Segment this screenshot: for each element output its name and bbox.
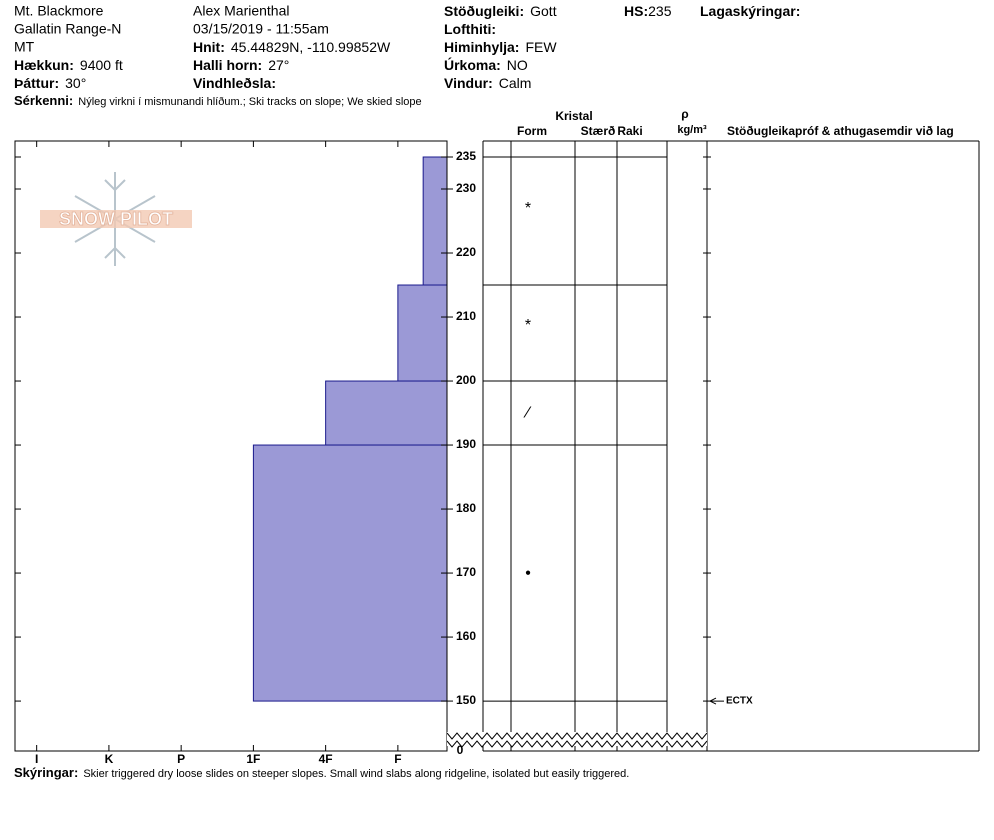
field-label: Lagaskýringar: bbox=[700, 3, 800, 19]
state: MT bbox=[14, 39, 35, 55]
header-field: Hækkun: 9400 ft bbox=[14, 57, 123, 73]
field-label: Halli horn: bbox=[193, 57, 262, 73]
features-label: Sérkenni: bbox=[14, 93, 73, 108]
hardness-bar bbox=[325, 380, 448, 446]
field-value: 45.44829N, -110.99852W bbox=[231, 39, 391, 55]
x-tick-label: I bbox=[35, 752, 38, 766]
x-tick-label: P bbox=[177, 752, 185, 766]
y-tick-label: 190 bbox=[456, 437, 476, 451]
header-field: Þáttur: 30° bbox=[14, 75, 86, 91]
field-label: Vindhleðsla: bbox=[193, 75, 276, 91]
field-value: FEW bbox=[525, 39, 557, 55]
footer-value: Skier triggered dry loose slides on stee… bbox=[83, 768, 629, 780]
field-value: 27° bbox=[268, 57, 289, 73]
col-crystal: Kristal bbox=[555, 109, 592, 123]
logo-band bbox=[40, 210, 192, 228]
features-value: Nýleg virkni í mismunandi hlíðum.; Ski t… bbox=[78, 96, 421, 108]
axis-break-band bbox=[447, 732, 707, 746]
field-label: Hnit: bbox=[193, 39, 225, 55]
grain-form: * bbox=[525, 200, 531, 217]
field-value: Gott bbox=[530, 3, 557, 19]
y-tick-label: 230 bbox=[456, 181, 476, 195]
field-label: Vindur: bbox=[444, 75, 493, 91]
hardness-bar bbox=[252, 444, 448, 702]
field-value: Calm bbox=[499, 75, 532, 91]
field-value: NO bbox=[507, 57, 528, 73]
field-value: 9400 ft bbox=[80, 57, 123, 73]
datetime: 03/15/2019 - 11:55am bbox=[193, 21, 329, 37]
grain-form: * bbox=[525, 317, 531, 334]
grain-form: ⁄ bbox=[523, 404, 532, 421]
axis-break bbox=[446, 732, 708, 740]
header-field: Lagaskýringar: bbox=[700, 3, 800, 19]
header-field: Halli horn: 27° bbox=[193, 57, 289, 73]
grain-form: ● bbox=[525, 568, 531, 579]
x-tick-label: K bbox=[105, 752, 114, 766]
header-field: Hnit: 45.44829N, -110.99852W bbox=[193, 39, 391, 55]
col-density: ρ bbox=[681, 107, 688, 121]
axis-floor-label: 0 bbox=[457, 743, 464, 757]
features: Sérkenni: Nýleg virkni í mismunandi hlíðu… bbox=[14, 93, 422, 108]
header-field: Lofthiti: bbox=[444, 21, 496, 37]
y-tick-label: 200 bbox=[456, 373, 476, 387]
y-tick-label: 220 bbox=[456, 245, 476, 259]
header-field: Stöðugleiki: Gott bbox=[444, 3, 557, 19]
x-tick-label: F bbox=[394, 752, 401, 766]
field-value: 30° bbox=[65, 75, 86, 91]
y-tick-label: 160 bbox=[456, 629, 476, 643]
y-tick-label: 235 bbox=[456, 149, 476, 163]
header-field: Úrkoma: NO bbox=[444, 56, 528, 73]
header-field: Vindhleðsla: bbox=[193, 75, 276, 91]
field-label: Lofthiti: bbox=[444, 21, 496, 37]
test-arrow bbox=[709, 697, 724, 705]
field-label: Úrkoma: bbox=[444, 56, 501, 73]
hardness-bar bbox=[422, 156, 448, 286]
header-field: Vindur: Calm bbox=[444, 75, 531, 91]
y-tick-label: 210 bbox=[456, 309, 476, 323]
hardness-bar bbox=[397, 284, 448, 382]
field-value: 235 bbox=[648, 3, 672, 19]
y-tick-label: 150 bbox=[456, 693, 476, 707]
footer-label: Skýringar: bbox=[14, 765, 78, 780]
location: Mt. Blackmore bbox=[14, 3, 104, 19]
test-label: ECTX bbox=[726, 696, 753, 707]
y-tick-label: 180 bbox=[456, 501, 476, 515]
col-size: Stærð bbox=[581, 124, 616, 138]
col-form: Form bbox=[517, 124, 547, 138]
footer: Skýringar: Skier triggered dry loose slid… bbox=[14, 765, 629, 780]
field-label: Himinhylja: bbox=[444, 39, 519, 55]
field-label: Stöðugleiki: bbox=[444, 3, 524, 19]
header-field: HS:235 bbox=[624, 3, 672, 19]
logo-text: SNOW PILOT bbox=[59, 209, 173, 229]
range: Gallatin Range-N bbox=[14, 21, 121, 37]
col-density-unit: kg/m³ bbox=[677, 124, 707, 136]
x-tick-label: 4F bbox=[319, 752, 333, 766]
field-label: HS: bbox=[624, 3, 648, 19]
x-tick-label: 1F bbox=[246, 752, 260, 766]
field-label: Hækkun: bbox=[14, 57, 74, 73]
observer: Alex Marienthal bbox=[193, 3, 290, 19]
field-label: Þáttur: bbox=[14, 75, 59, 91]
header-field: Himinhylja: FEW bbox=[444, 39, 557, 55]
col-comments: Stöðugleikapróf & athugasemdir við lag bbox=[727, 124, 954, 138]
col-moisture: Raki bbox=[617, 124, 642, 138]
y-tick-label: 170 bbox=[456, 565, 476, 579]
axis-break bbox=[446, 740, 708, 748]
hardness-frame bbox=[14, 140, 448, 752]
